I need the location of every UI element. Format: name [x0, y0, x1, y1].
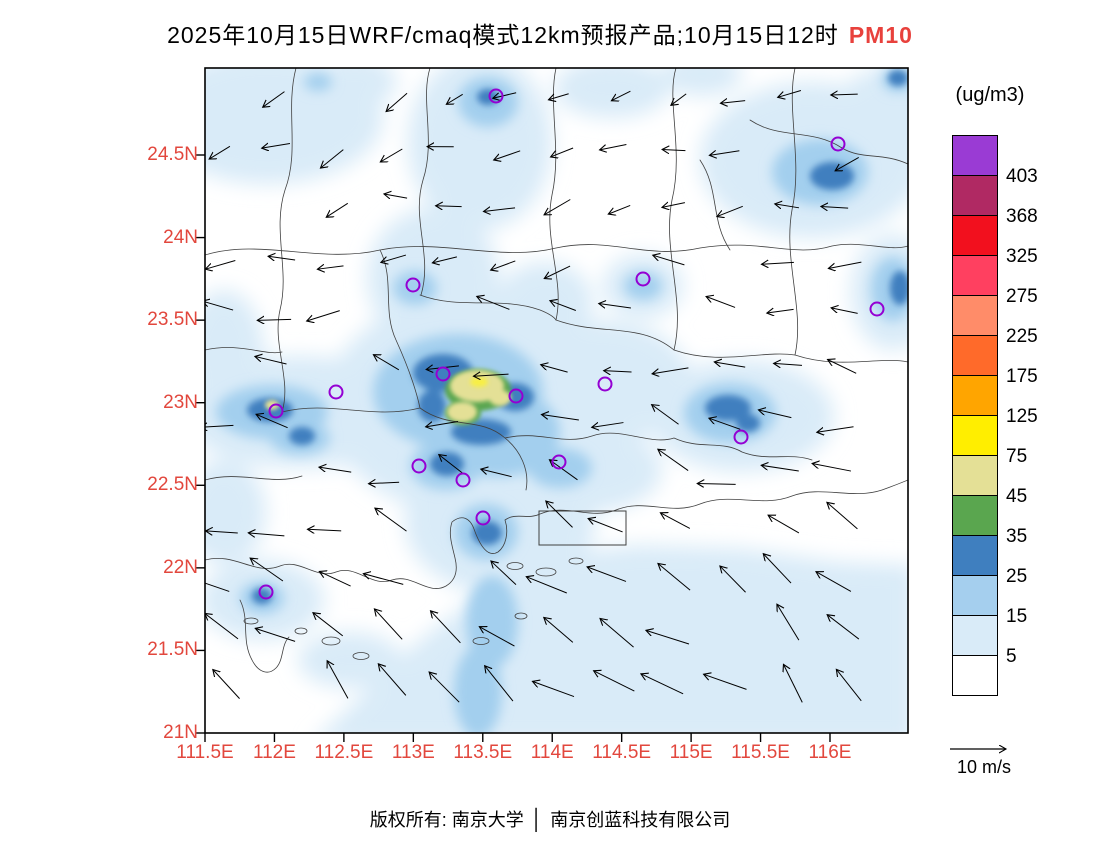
- colorbar-level-label: 45: [1006, 486, 1028, 507]
- station-marker: [869, 301, 885, 317]
- station-marker: [455, 472, 471, 488]
- copyright-footer: 版权所有: 南京大学 │ 南京创蓝科技有限公司: [0, 806, 1100, 832]
- station-marker: [733, 429, 749, 445]
- colorbar-cell: [952, 495, 998, 536]
- colorbar-level-label: 75: [1006, 446, 1028, 467]
- lat-tick-label: 21N: [163, 721, 198, 743]
- station-marker: [411, 458, 427, 474]
- colorbar-level-label: 25: [1006, 566, 1028, 587]
- colorbar-cell: [952, 135, 998, 176]
- colorbar: [952, 135, 998, 696]
- lon-tick-label: 115.5E: [731, 742, 790, 763]
- colorbar-cell: [952, 455, 998, 496]
- lon-tick-label: 116E: [808, 742, 852, 763]
- contour-fill-layer: [205, 68, 908, 733]
- station-marker: [551, 454, 567, 470]
- colorbar-level-label: 275: [1006, 286, 1038, 307]
- title-species-label: PM10: [848, 22, 913, 48]
- lat-tick-label: 23N: [163, 391, 198, 413]
- wind-vector-field: [205, 90, 862, 703]
- station-marker: [328, 384, 344, 400]
- lon-tick-label: 113.5E: [453, 742, 513, 763]
- colorbar-cell: [952, 615, 998, 656]
- colorbar-cell: [952, 255, 998, 296]
- station-marker: [475, 510, 491, 526]
- station-marker: [405, 277, 421, 293]
- lon-tick-label: 114.5E: [592, 742, 652, 763]
- figure-title: 2025年10月15日WRF/cmaq模式12km预报产品;10月15日12时 P…: [0, 16, 1080, 50]
- copyright-separator: │: [530, 809, 544, 831]
- colorbar-level-label: 125: [1006, 406, 1038, 427]
- station-markers-layer: [258, 88, 885, 600]
- colorbar-level-label: 368: [1006, 206, 1038, 227]
- lon-tick-label: 112.5E: [314, 742, 374, 763]
- station-marker: [508, 388, 524, 404]
- islands: [243, 557, 584, 660]
- colorbar-cell: [952, 575, 998, 616]
- colorbar-cell: [952, 375, 998, 416]
- lat-tick-label: 24.5N: [147, 144, 198, 165]
- copyright-left: 版权所有: 南京大学: [369, 810, 524, 830]
- colorbar-cell: [952, 175, 998, 216]
- delta-inset-box: [538, 510, 627, 546]
- station-marker: [597, 376, 613, 392]
- colorbar-cell: [952, 415, 998, 456]
- lon-tick-label: 114E: [530, 742, 574, 763]
- copyright-right: 南京创蓝科技有限公司: [550, 810, 731, 830]
- station-marker: [830, 136, 846, 152]
- colorbar-cell: [952, 655, 998, 696]
- lat-tick-label: 24N: [163, 226, 198, 248]
- lat-tick-label: 22N: [163, 556, 198, 578]
- colorbar-level-label: 15: [1006, 606, 1028, 627]
- colorbar-level-label: 225: [1006, 326, 1038, 347]
- lat-tick-label: 23.5N: [147, 309, 198, 331]
- lat-tick-label: 22.5N: [147, 474, 198, 496]
- colorbar-cell: [952, 215, 998, 256]
- title-text: 2025年10月15日WRF/cmaq模式12km预报产品;10月15日12时: [167, 22, 839, 48]
- lon-tick-label: 113E: [391, 742, 435, 763]
- lon-tick-label: 115E: [669, 742, 713, 763]
- axis-ticks: [196, 154, 831, 742]
- station-marker: [258, 584, 274, 600]
- station-marker: [635, 271, 651, 287]
- colorbar-level-label: 35: [1006, 526, 1028, 547]
- colorbar-cell: [952, 535, 998, 576]
- wind-reference-label: 10 m/s: [956, 757, 1012, 777]
- colorbar-level-label: 325: [1006, 246, 1038, 267]
- contour-level-15-25: [216, 68, 908, 733]
- colorbar-level-label: 5: [1006, 646, 1017, 667]
- colorbar-unit-label: (ug/m3): [955, 84, 1025, 106]
- colorbar-level-label: 175: [1006, 366, 1038, 387]
- station-marker: [488, 88, 504, 104]
- colorbar-level-label: 403: [1006, 166, 1038, 187]
- lat-tick-label: 21.5N: [147, 639, 198, 661]
- station-marker: [268, 403, 284, 419]
- contour-level-75-125: [470, 377, 488, 387]
- lon-tick-label: 112E: [252, 742, 296, 763]
- colorbar-cell: [952, 335, 998, 376]
- colorbar-cell: [952, 295, 998, 336]
- map-frame: [204, 67, 909, 734]
- station-marker: [435, 366, 451, 382]
- lon-tick-label: 111.5E: [176, 742, 234, 763]
